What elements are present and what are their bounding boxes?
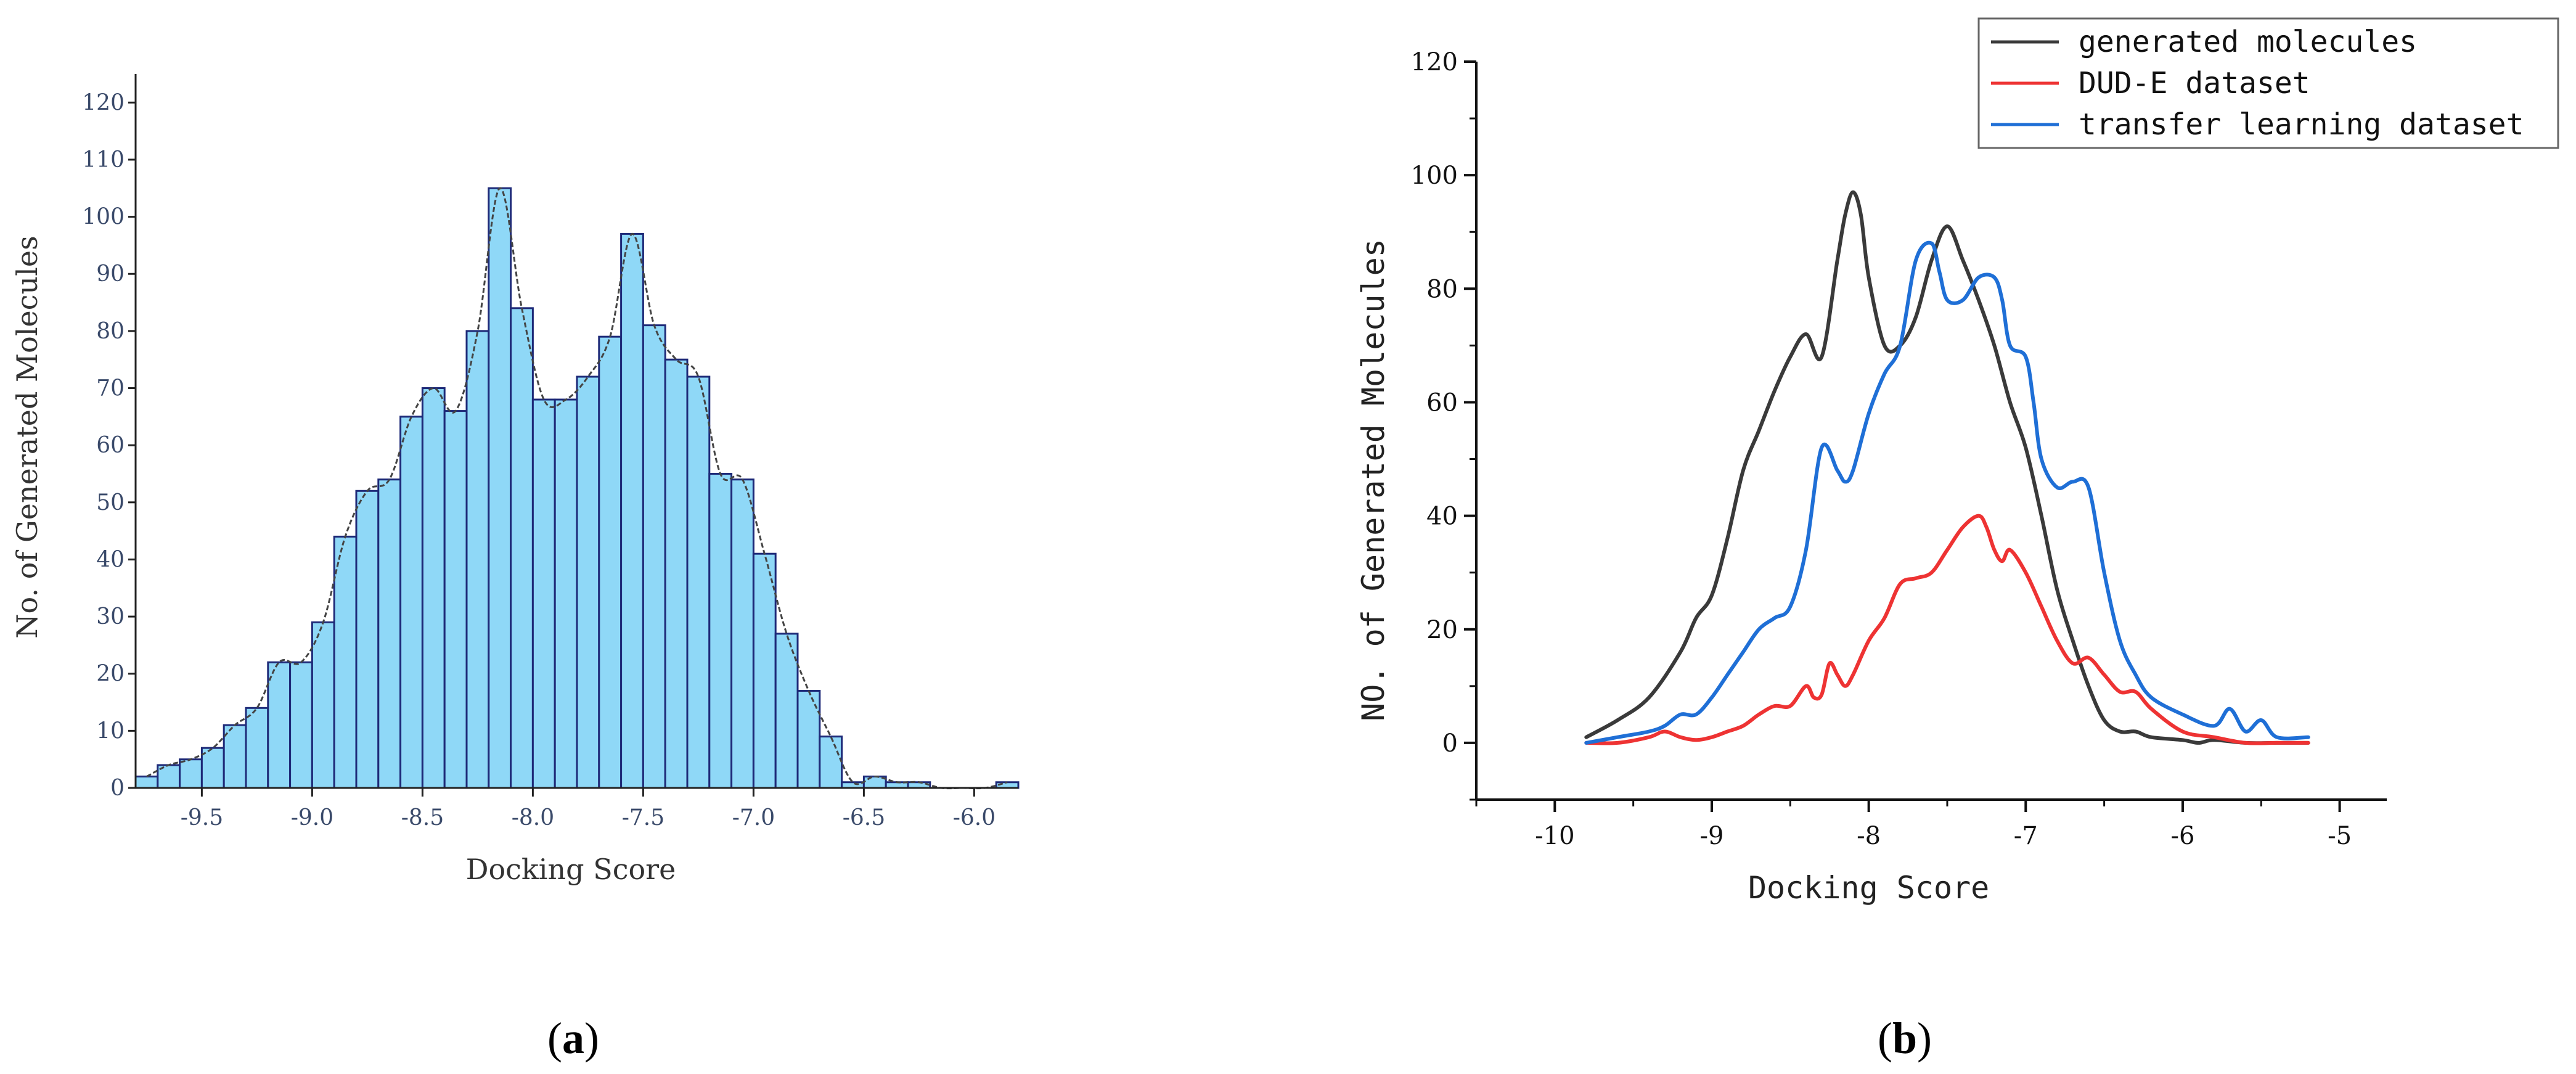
series-line-0 — [1584, 190, 2310, 745]
y-tick-label: 40 — [96, 547, 125, 572]
y-tick-label: 40 — [1426, 502, 1458, 531]
legend: generated molecules DUD-E dataset transf… — [1977, 17, 2559, 149]
x-tick-label: -7.5 — [622, 805, 664, 830]
x-tick-label: -5 — [2328, 822, 2352, 850]
density-curve — [146, 187, 1008, 790]
y-tick-label: 100 — [1411, 162, 1458, 190]
histogram-bar — [377, 478, 402, 789]
y-tick-label: 10 — [96, 718, 125, 744]
x-tick-label: -6 — [2170, 822, 2194, 850]
y-tick-label: 0 — [1442, 729, 1458, 758]
caption-b: (b) — [1878, 1014, 1932, 1063]
x-tick-label: -6.0 — [953, 805, 996, 830]
histogram-bar — [752, 552, 777, 789]
y-tick-label: 20 — [1426, 616, 1458, 644]
legend-label-generated: generated molecules — [2079, 25, 2417, 59]
histogram-bars — [134, 187, 1020, 789]
panel-b-axes: 0 20 40 60 80 100 120 -10 -9 -8 -7 -6 -5 — [1411, 48, 2387, 850]
x-tick-label: -8.0 — [512, 805, 554, 830]
series-line-1 — [1584, 514, 2310, 745]
histogram-bar — [289, 661, 313, 789]
series-line-2 — [1584, 240, 2310, 745]
panel-a-x-axis-title: Docking Score — [466, 853, 676, 886]
panel-a-histogram: 0 10 20 30 40 50 60 70 80 90 100 110 120 -9.5 -9.0 -8.5… — [10, 74, 1020, 886]
histogram-bar — [576, 375, 600, 789]
histogram-bar — [620, 232, 644, 789]
histogram-bar — [598, 335, 623, 789]
panel-a-axes: 0 10 20 30 40 50 60 70 80 90 100 110 120 -9.5 -9.0 -8.5… — [82, 74, 1018, 830]
x-tick-label: -10 — [1535, 822, 1574, 850]
histogram-bar — [355, 490, 380, 789]
histogram-bar — [267, 661, 292, 789]
y-tick-label: 30 — [96, 604, 125, 629]
histogram-bar — [179, 758, 203, 789]
histogram-bar — [531, 398, 556, 789]
x-tick-label: -6.5 — [843, 805, 885, 830]
histogram-bar — [796, 690, 821, 789]
legend-frame — [1977, 17, 2559, 149]
x-tick-label: -8 — [1857, 822, 1881, 850]
panel-b-line-chart: 0 20 40 60 80 100 120 -10 -9 -8 -7 -6 -5 Docking Sco… — [1355, 17, 2559, 906]
histogram-bar — [443, 410, 468, 789]
histogram-bar — [488, 187, 512, 789]
x-tick-label: -9.5 — [181, 805, 223, 830]
x-tick-label: -9.0 — [291, 805, 333, 830]
series-lines — [1584, 190, 2310, 745]
histogram-bar — [642, 324, 666, 789]
caption-a-letter: a — [562, 1014, 584, 1063]
panel-a-y-axis-title: No. of Generated Molecules — [10, 236, 44, 638]
y-tick-label: 90 — [96, 261, 125, 287]
histogram-bar — [465, 330, 490, 789]
x-tick-label: -7.0 — [732, 805, 775, 830]
y-tick-label: 60 — [96, 433, 125, 458]
y-tick-label: 80 — [96, 319, 125, 344]
histogram-bar — [686, 375, 711, 789]
y-tick-label: 80 — [1426, 275, 1458, 303]
legend-label-dude: DUD-E dataset — [2079, 66, 2310, 100]
y-tick-label: 70 — [96, 376, 125, 401]
y-tick-label: 120 — [1411, 48, 1458, 76]
y-tick-label: 100 — [82, 205, 125, 230]
y-tick-label: 20 — [96, 662, 125, 687]
histogram-bar — [510, 307, 534, 789]
histogram-bar — [664, 358, 689, 789]
y-tick-label: 110 — [82, 147, 125, 173]
histogram-bar — [134, 775, 159, 789]
caption-a: (a) — [547, 1014, 599, 1063]
histogram-bar — [333, 535, 358, 789]
y-tick-label: 0 — [110, 776, 125, 801]
panel-b-x-axis-title: Docking Score — [1748, 870, 1989, 906]
caption-b-letter: b — [1892, 1014, 1917, 1063]
histogram-bar — [311, 621, 335, 789]
histogram-bar — [730, 478, 754, 789]
histogram-bar — [421, 387, 446, 789]
histogram-bar — [554, 398, 578, 789]
y-tick-label: 120 — [82, 90, 125, 115]
histogram-bar — [708, 472, 733, 789]
x-tick-label: -8.5 — [401, 805, 444, 830]
x-tick-label: -7 — [2014, 822, 2038, 850]
histogram-bar — [399, 416, 423, 789]
panel-b-y-axis-title: NO. of Generated Molecules — [1355, 239, 1391, 721]
histogram-bar — [245, 707, 269, 789]
histogram-bar — [774, 633, 799, 789]
y-tick-label: 50 — [96, 490, 125, 515]
x-tick-label: -9 — [1699, 822, 1723, 850]
y-tick-label: 60 — [1426, 388, 1458, 417]
legend-label-transfer: transfer learning dataset — [2079, 107, 2524, 142]
histogram-bar — [819, 736, 843, 789]
